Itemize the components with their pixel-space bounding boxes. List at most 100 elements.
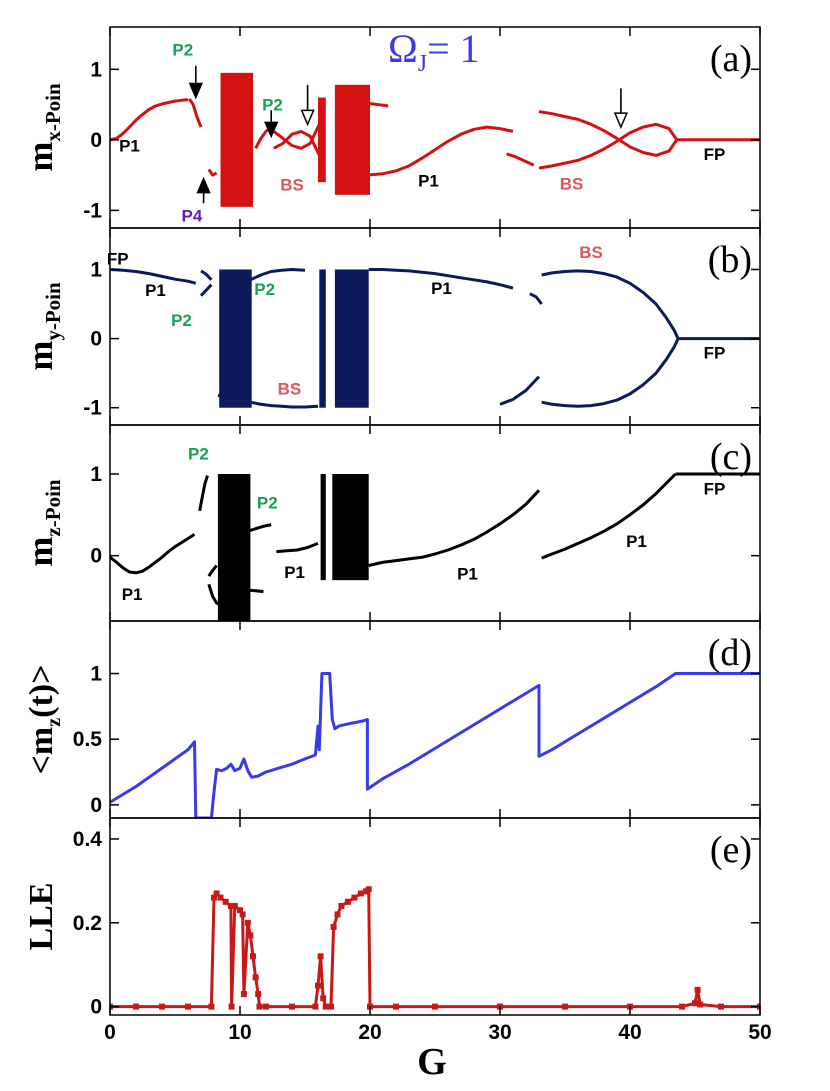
panel-b-ylabel-main: m xyxy=(20,341,60,371)
panel-a-arrow-head-2 xyxy=(196,176,211,194)
omega-subscript: J xyxy=(418,51,427,77)
x-tick-label-5: 50 xyxy=(748,1021,771,1044)
panel-c-annotation-4: P1 xyxy=(457,565,478,584)
panel-d-ylabel-tail: (t)> xyxy=(23,665,60,718)
panel-c: 0 1 (c) mz-Poin P2 P2 P1 P1 P1 P1 FP xyxy=(20,424,761,622)
panel-e-marker-26 xyxy=(320,995,327,1002)
x-tick-label-2: 20 xyxy=(358,1021,381,1044)
panel-b-series-P1 xyxy=(110,268,197,285)
panel-b-annotation-4: BS xyxy=(278,379,302,398)
panel-b-chaos-band-0 xyxy=(219,269,252,408)
panel-e-marker-5 xyxy=(211,894,217,901)
x-tick-label-3: 30 xyxy=(488,1021,511,1044)
panel-c-series-P2-low xyxy=(207,583,222,607)
panel-a-arrow-head-3 xyxy=(300,109,315,127)
panel-a-series-P2-upper xyxy=(188,98,203,128)
panel-e-marker-41 xyxy=(562,1003,568,1010)
panel-a-annotation-0: P1 xyxy=(119,136,140,155)
panel-e-marker-18 xyxy=(252,974,259,981)
panel-a-ytick-label-0: -1 xyxy=(83,199,102,222)
panel-c-ylabel: mz-Poin xyxy=(20,479,65,566)
panel-e-marker-10 xyxy=(228,1003,235,1010)
panel-c-series-P2-low2 xyxy=(207,564,218,577)
panel-d: 0 0.5 1 (d) <mz(t)> xyxy=(23,620,761,819)
panel-b-ytick-label-0: -1 xyxy=(83,397,102,420)
panel-e-marker-14 xyxy=(240,991,247,998)
panel-c-series-P2-right-low xyxy=(247,588,264,594)
panel-e-marker-36 xyxy=(365,886,372,893)
omega-symbol: Ω xyxy=(388,26,418,71)
panel-a: -1 0 1 (a) mx-Poin P1 P2 P2 P4 BS P1 BS FP xyxy=(20,26,761,229)
panel-c-ylabel-main: m xyxy=(20,537,60,567)
panel-e-ylabel: LLE xyxy=(23,882,60,950)
panel-a-annotation-7: FP xyxy=(704,145,726,164)
panel-e-ytick-label-0: 0 xyxy=(90,996,102,1019)
panel-a-annotation-4: BS xyxy=(280,175,304,194)
panel-a-series-BS-upper xyxy=(538,110,679,157)
panel-d-ytick-label-2: 1 xyxy=(90,663,102,686)
panel-d-label: (d) xyxy=(708,632,752,674)
panel-b-frame xyxy=(109,227,761,426)
panel-a-ylabel: mx-Poin xyxy=(20,83,65,172)
panel-b-chaos-band-1 xyxy=(319,269,326,408)
panel-c-chaos-band-1 xyxy=(320,474,326,581)
panel-a-plot-area xyxy=(110,72,760,207)
panel-c-ylabel-sub: z-Poin xyxy=(41,479,65,536)
panel-e-marker-47 xyxy=(718,1003,724,1010)
panel-a-series-P1-main xyxy=(367,125,514,177)
panel-b-series-P2-b xyxy=(199,283,213,297)
panel-e-marker-4 xyxy=(208,1003,215,1010)
panel-e-marker-25 xyxy=(317,953,324,960)
panel-a-annotation-3: P4 xyxy=(182,206,203,225)
panel-c-annotation-0: P2 xyxy=(188,445,209,464)
panel-e-marker-8 xyxy=(222,898,229,905)
panel-d-ytick-label-0: 0 xyxy=(90,794,102,817)
panel-e-marker-30 xyxy=(334,911,341,918)
panel-a-series-P1 xyxy=(110,98,189,142)
panel-a-annotation-2: P2 xyxy=(262,96,283,115)
panel-a-series-P4-lower xyxy=(207,168,218,177)
panel-b-annotation-7: FP xyxy=(704,343,726,362)
panel-c-annotation-2: P1 xyxy=(122,585,143,604)
panel-b-series-BS-lower xyxy=(541,337,680,408)
panel-b-chaos-band-2 xyxy=(334,269,369,408)
panel-c-chaos-band-2 xyxy=(332,474,369,581)
omega-title: ΩJ= 1 xyxy=(388,26,480,77)
panel-b-series-P2-a xyxy=(200,269,213,281)
panel-c-plot-area xyxy=(110,472,760,621)
panel-e-marker-24 xyxy=(315,982,321,989)
panel-d-ylabel-sub: z xyxy=(43,718,65,727)
panel-a-chaos-band-1 xyxy=(318,97,326,183)
panel-a-series-BS-cross-2 xyxy=(273,129,321,157)
panel-c-series-P1-late xyxy=(541,472,677,560)
panel-d-ylabel: <mz(t)> xyxy=(23,665,65,775)
panel-e-series-LLE xyxy=(110,887,760,1009)
panel-b-series-BS-low xyxy=(250,400,319,409)
panel-b-series-P1-main xyxy=(368,268,514,290)
panel-b-series-BS-upper xyxy=(541,269,680,340)
panel-a-arrow-head-1 xyxy=(264,121,279,139)
panel-e-marker-15 xyxy=(244,919,251,926)
panel-e-marker-21 xyxy=(263,1003,269,1010)
panel-b-annotation-1: P1 xyxy=(145,281,166,300)
panel-d-ytick-label-1: 0.5 xyxy=(73,728,103,751)
panel-b-ytick-label-2: 1 xyxy=(90,258,102,281)
panel-a-annotation-5: P1 xyxy=(418,172,439,191)
panel-d-ylabel-main: <m xyxy=(23,727,60,775)
panel-b-ylabel: my-Poin xyxy=(20,282,65,371)
panel-e-marker-38 xyxy=(393,1003,399,1010)
panel-e-marker-31 xyxy=(338,903,345,910)
panel-b-series-gap-low xyxy=(499,375,541,406)
panel-c-label: (c) xyxy=(710,436,752,478)
panel-a-ylabel-sub: x-Poin xyxy=(41,83,65,142)
panel-e-marker-46 xyxy=(697,1001,704,1008)
panel-e-marker-33 xyxy=(351,894,358,901)
panel-e-marker-23 xyxy=(312,1003,319,1010)
panel-a-ytick-label-2: 1 xyxy=(90,58,102,81)
panel-e-marker-45 xyxy=(694,986,701,993)
panel-e-marker-43 xyxy=(679,1003,685,1010)
panel-a-ytick-label-1: 0 xyxy=(90,129,102,152)
panel-e-marker-28 xyxy=(328,1003,334,1010)
panel-e-marker-39 xyxy=(432,1003,438,1010)
